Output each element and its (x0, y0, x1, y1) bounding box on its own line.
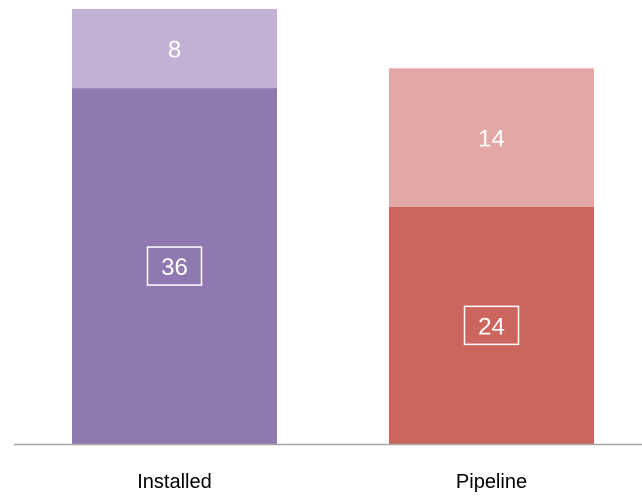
bar-segment-installed-2[interactable] (72, 9, 277, 89)
bar-segment-pipeline-1[interactable] (389, 206, 594, 444)
value-label-box (146, 246, 203, 286)
bar-segment-pipeline-2[interactable] (389, 68, 594, 207)
value-label-pipeline-2: 14 (478, 126, 505, 153)
category-label-installed: Installed (137, 471, 212, 493)
value-label-box (463, 305, 520, 346)
bar-segment-installed-1[interactable] (72, 88, 277, 444)
value-label-pipeline-1: 24 (478, 313, 505, 340)
value-label-installed-2: 8 (168, 37, 181, 64)
category-label-pipeline: Pipeline (456, 471, 527, 493)
value-label-installed-1: 36 (161, 254, 188, 281)
